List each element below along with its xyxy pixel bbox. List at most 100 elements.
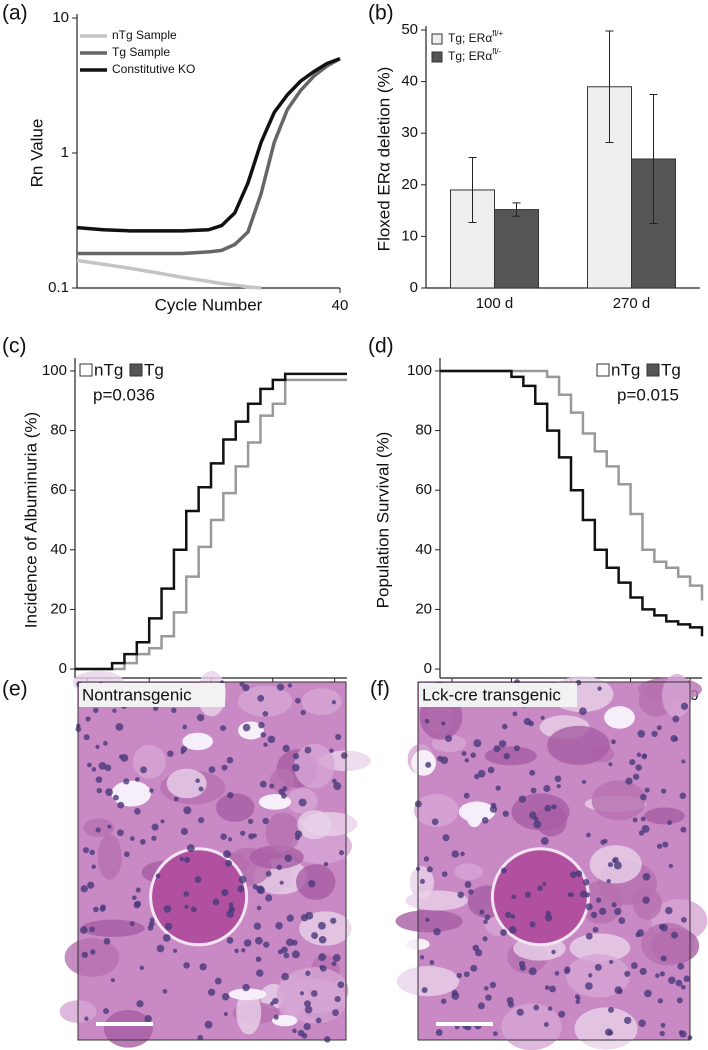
legend-label: Tg [144,360,164,379]
legend-label: Tg [661,360,681,379]
nucleus [511,894,517,900]
nucleus [612,856,619,864]
legend-swatch [431,51,443,63]
y-tick-label: 20 [415,600,432,617]
nucleus [457,891,465,899]
tubule [97,834,122,880]
nucleus [207,988,216,996]
nucleus [144,1015,152,1023]
tubule [216,793,255,822]
legend-label: Tg; ERαfl/- [448,47,502,63]
nucleus [278,788,285,796]
nucleus [503,752,510,760]
nucleus [84,1016,89,1021]
nucleus [468,889,474,895]
tubule [64,938,120,977]
nucleus [151,835,157,841]
x-axis-label: Cycle Number [155,295,263,314]
lumen [182,732,213,751]
tubule [236,989,262,1035]
nucleus [659,1030,665,1037]
nucleus [242,983,250,992]
nucleus [226,910,234,918]
nucleus [300,709,306,716]
nucleus [292,1028,297,1034]
nucleus [433,928,441,936]
nucleus [331,778,337,784]
nucleus [140,766,147,774]
y-tick-label: 50 [401,21,418,38]
nucleus [518,960,526,968]
nucleus [96,787,103,794]
nucleus [253,922,262,930]
legend-label: nTg [94,360,123,379]
nucleus [665,906,673,915]
nucleus [256,885,265,894]
nucleus [304,1000,311,1008]
series-line [75,378,347,671]
nucleus [585,903,593,911]
nucleus [423,856,430,862]
legend-label: Tg Sample [112,45,170,59]
nucleus [470,752,477,758]
tubule [249,845,304,869]
nucleus [129,921,135,927]
legend-sup: fl/+ [492,29,503,38]
nucleus [99,906,106,912]
y-tick-label: 10 [401,227,418,244]
nucleus [424,718,430,724]
nucleus [680,702,689,711]
glomerulus [490,847,590,947]
nucleus [105,788,113,796]
nucleus [614,907,622,916]
legend-swatch [431,33,443,45]
nucleus [91,767,97,772]
y-tick-label: 60 [50,481,67,498]
nucleus [258,721,265,729]
nucleus [419,878,426,884]
y-tick-label: 100 [407,362,432,379]
nucleus [437,755,443,762]
nucleus [95,827,101,833]
series-line [440,369,704,601]
tubule [238,685,293,717]
lumen [228,988,267,1001]
series-line [76,56,341,233]
tubule [301,688,342,716]
legend-label: nTg [611,360,640,379]
nucleus [542,882,547,887]
histology-image [395,674,708,1050]
error-bar [649,94,658,224]
nucleus [489,981,497,989]
nucleus [477,1002,485,1010]
tubule [547,725,610,766]
nucleus [451,850,459,858]
nucleus [662,841,669,848]
nucleus [284,854,293,862]
panel-label: (b) [368,2,394,25]
y-tick-label: 100 [42,362,67,379]
nucleus [518,795,527,803]
nucleus [477,769,486,778]
y-tick-label: 0.1 [48,279,69,296]
nucleus [242,684,250,692]
nucleus [305,911,314,920]
nucleus [237,885,245,893]
nucleus [595,897,602,903]
nucleus [179,856,184,862]
nucleus [98,762,107,770]
nucleus [89,849,95,856]
nucleus [171,707,177,714]
y-tick-label: 40 [401,73,418,90]
nucleus [164,922,173,931]
nucleus [606,878,611,884]
tubule [511,793,570,831]
bar [494,209,539,289]
y-tick-label: 80 [415,422,432,439]
nucleus [516,1008,524,1016]
nucleus [149,788,154,793]
nucleus [661,788,667,794]
y-tick-label: 0 [59,660,67,677]
nucleus [275,921,283,930]
tubule [297,810,332,840]
